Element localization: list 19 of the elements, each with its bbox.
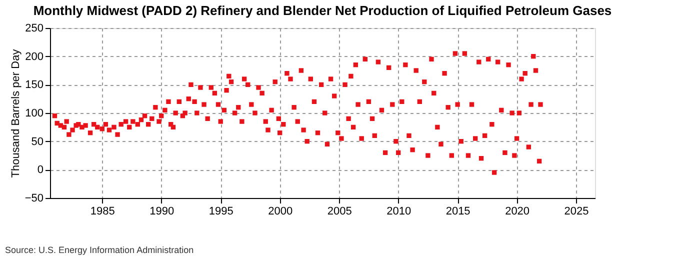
y-tick-label: 250 <box>25 22 44 34</box>
x-tick-label: 2025 <box>564 206 589 218</box>
y-axis-title: Thousand Barrels per Day <box>10 48 22 178</box>
y-tick-label: 100 <box>25 108 44 120</box>
y-tick-label: −50 <box>24 192 44 204</box>
source-note: Source: U.S. Energy Information Administration <box>5 245 194 255</box>
x-tick-label: 2005 <box>327 206 352 218</box>
x-tick-label: 2015 <box>446 206 470 218</box>
y-tick-label: 150 <box>25 79 44 92</box>
x-tick-label: 2020 <box>505 206 530 218</box>
x-tick-label: 1985 <box>90 206 115 218</box>
y-tick-label: 0 <box>37 164 44 176</box>
x-tick-label: 2010 <box>386 206 412 218</box>
chart-title: Monthly Midwest (PADD 2) Refinery and Blender Net Production of Liquified Petroleum Gases <box>33 3 612 18</box>
x-tick-label: 2000 <box>268 206 293 218</box>
y-tick-label: 200 <box>25 50 44 63</box>
y-tick-label: 50 <box>31 136 44 148</box>
x-tick-label: 1990 <box>150 206 174 218</box>
x-tick-label: 1995 <box>208 206 234 218</box>
